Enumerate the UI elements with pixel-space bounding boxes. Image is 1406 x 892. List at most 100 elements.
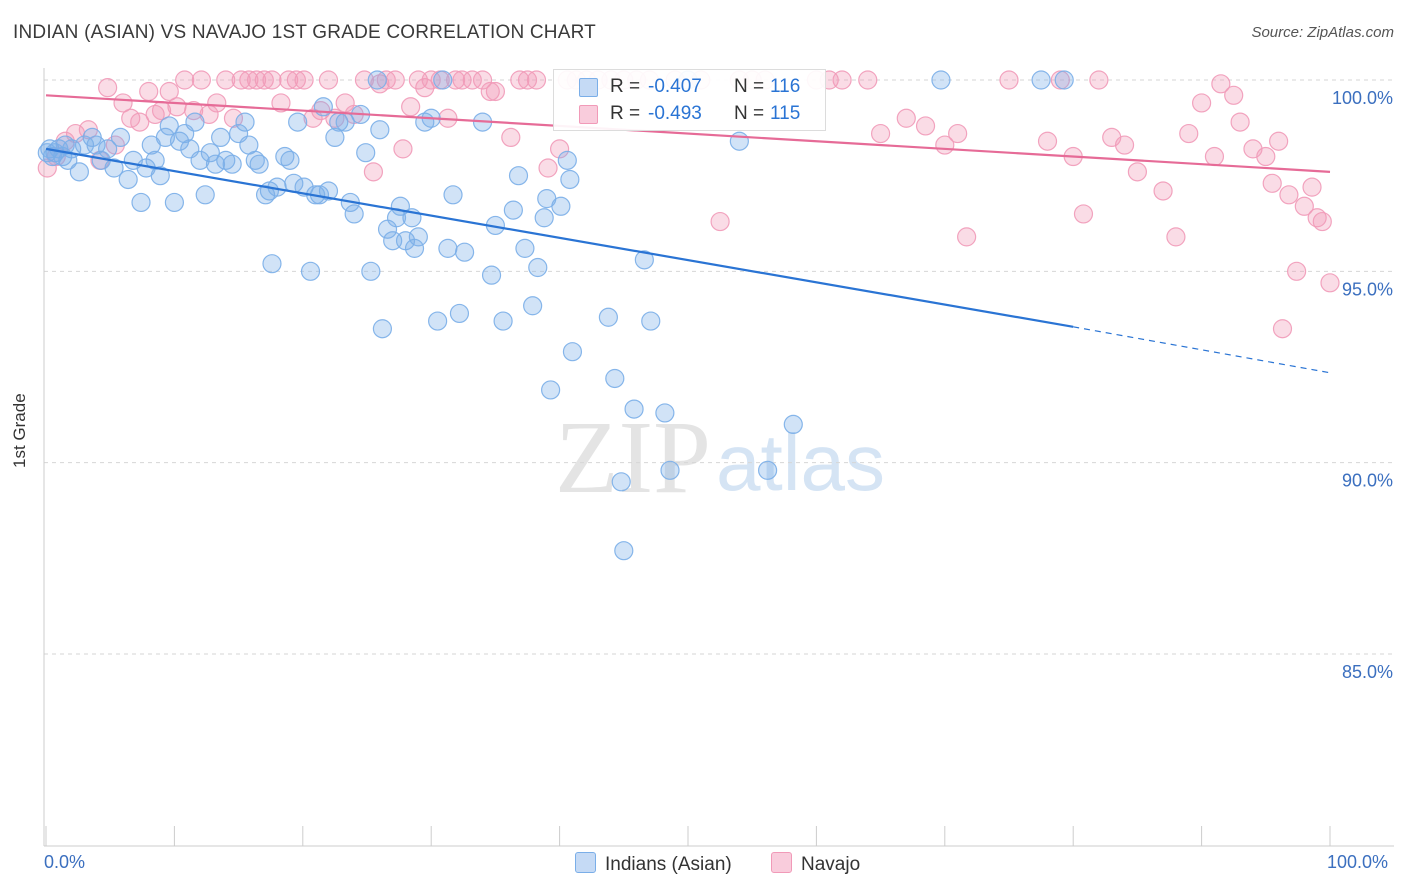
- indians-asian-point: [729, 131, 749, 151]
- legend-r-value: -0.407: [648, 76, 702, 97]
- indians-asian-point: [438, 238, 458, 258]
- bottom-legend-navajo: Navajo: [771, 852, 860, 876]
- chart-title: INDIAN (ASIAN) VS NAVAJO 1ST GRADE CORRE…: [13, 22, 596, 43]
- indians-asian-point: [508, 166, 529, 186]
- navajo-point: [159, 81, 179, 102]
- navajo-point: [318, 70, 339, 90]
- indians-asian-point: [598, 307, 618, 327]
- watermark-zip: ZIP: [555, 400, 711, 515]
- x-tick-label-max: 100.0%: [1327, 852, 1389, 872]
- navajo-point: [98, 78, 118, 98]
- navajo-point: [452, 70, 472, 90]
- y-tick-label: 100.0%: [1332, 88, 1393, 108]
- indians-asian-point: [481, 265, 502, 285]
- x-tick-label-min: 0.0%: [44, 852, 86, 872]
- indians-asian-point: [361, 261, 381, 281]
- indians-asian-point: [344, 204, 364, 224]
- indians-asian-point: [159, 116, 179, 136]
- legend-swatch-pink: [579, 105, 598, 124]
- indians-asian-point: [222, 154, 242, 174]
- indians-asian-point: [325, 127, 345, 147]
- legend-swatch-blue: [579, 78, 598, 97]
- indians-asian-point: [551, 196, 571, 216]
- navajo-point: [191, 70, 211, 90]
- navajo-point: [139, 81, 159, 102]
- indians-asian-point: [560, 169, 580, 190]
- navajo-point: [1191, 93, 1212, 113]
- navajo-point: [246, 70, 267, 90]
- indians-asian-point: [145, 150, 165, 170]
- indians-asian-point: [74, 135, 95, 155]
- navajo-point: [279, 70, 299, 90]
- navajo-point: [1312, 211, 1332, 232]
- navajo-point: [1302, 177, 1322, 197]
- navajo-point: [1179, 123, 1199, 144]
- indians-asian-point: [443, 185, 463, 205]
- indians-asian-point: [98, 139, 118, 159]
- navajo-point: [462, 70, 482, 90]
- navajo-point: [1153, 181, 1173, 201]
- navajo-point: [1262, 173, 1282, 193]
- navajo-point: [271, 93, 291, 113]
- indians-asian-point: [493, 311, 513, 331]
- x-axis-ticks: [45, 826, 1331, 846]
- indians-asian-point: [660, 460, 680, 480]
- indians-asian-point: [249, 154, 269, 174]
- indians-asian-point: [454, 242, 475, 262]
- indians-asian-point: [294, 177, 314, 197]
- navajo-point: [294, 70, 314, 90]
- indians-asian-point: [86, 135, 106, 155]
- navajo-point: [231, 70, 251, 90]
- indians-asian-point: [611, 472, 631, 492]
- navajo-point: [393, 139, 413, 159]
- indians-asian-point: [131, 192, 151, 213]
- indians-asian-point: [372, 319, 393, 339]
- indians-asian-point: [69, 162, 89, 182]
- watermark-atlas: atlas: [716, 418, 885, 507]
- indians-asian-point: [503, 200, 523, 220]
- navajo-point: [1287, 261, 1307, 281]
- indians-asian-point: [634, 250, 654, 270]
- indians-asian-point: [211, 127, 231, 147]
- y-tick-label: 85.0%: [1342, 662, 1393, 682]
- indians-asian-point: [155, 127, 176, 147]
- indians-asian-point: [104, 158, 124, 178]
- legend-n-value: 115: [770, 103, 801, 124]
- indians-asian-point: [758, 460, 778, 480]
- navajo-point: [948, 123, 968, 144]
- indians-asian-point: [356, 143, 376, 163]
- indians-asian-point: [1054, 70, 1074, 90]
- indians-asian-point: [58, 150, 78, 170]
- navajo-point: [415, 78, 435, 98]
- navajo-point: [1256, 146, 1276, 167]
- indians-asian-point: [562, 342, 583, 362]
- navajo-point: [385, 70, 405, 90]
- indians-asian-point: [605, 368, 625, 389]
- navajo-point: [223, 108, 244, 128]
- indians-asian-point: [118, 169, 138, 190]
- indians-asian-point: [614, 541, 634, 561]
- legend-r-label: R =: [610, 76, 641, 97]
- indians-asian-point: [280, 150, 300, 170]
- indians-asian-point: [370, 120, 390, 140]
- y-axis-label: 1st Grade: [10, 393, 29, 468]
- y-tick-label: 90.0%: [1342, 471, 1393, 491]
- indians-asian-point: [37, 143, 57, 163]
- navajo-point: [254, 70, 274, 90]
- navajo-point: [1166, 227, 1186, 247]
- indians-asian-point: [262, 254, 282, 274]
- indians-asian-point: [624, 399, 644, 419]
- navajo-point: [1279, 185, 1299, 205]
- indians-asian-trend-line: [45, 147, 1074, 328]
- indians-asian-point: [931, 70, 951, 90]
- navajo-point: [472, 70, 493, 90]
- navajo-point: [1307, 208, 1327, 228]
- indians-asian-point: [367, 70, 387, 90]
- indians-asian-point: [408, 227, 428, 247]
- indians-asian-point: [523, 296, 543, 316]
- indians-asian-point: [541, 380, 561, 400]
- trend-lines: [45, 94, 1331, 374]
- navajo-point: [1269, 131, 1289, 151]
- navajo-point: [501, 127, 521, 147]
- stats-legend: R = -0.407 N = 116 R = -0.493 N = 115: [553, 69, 826, 131]
